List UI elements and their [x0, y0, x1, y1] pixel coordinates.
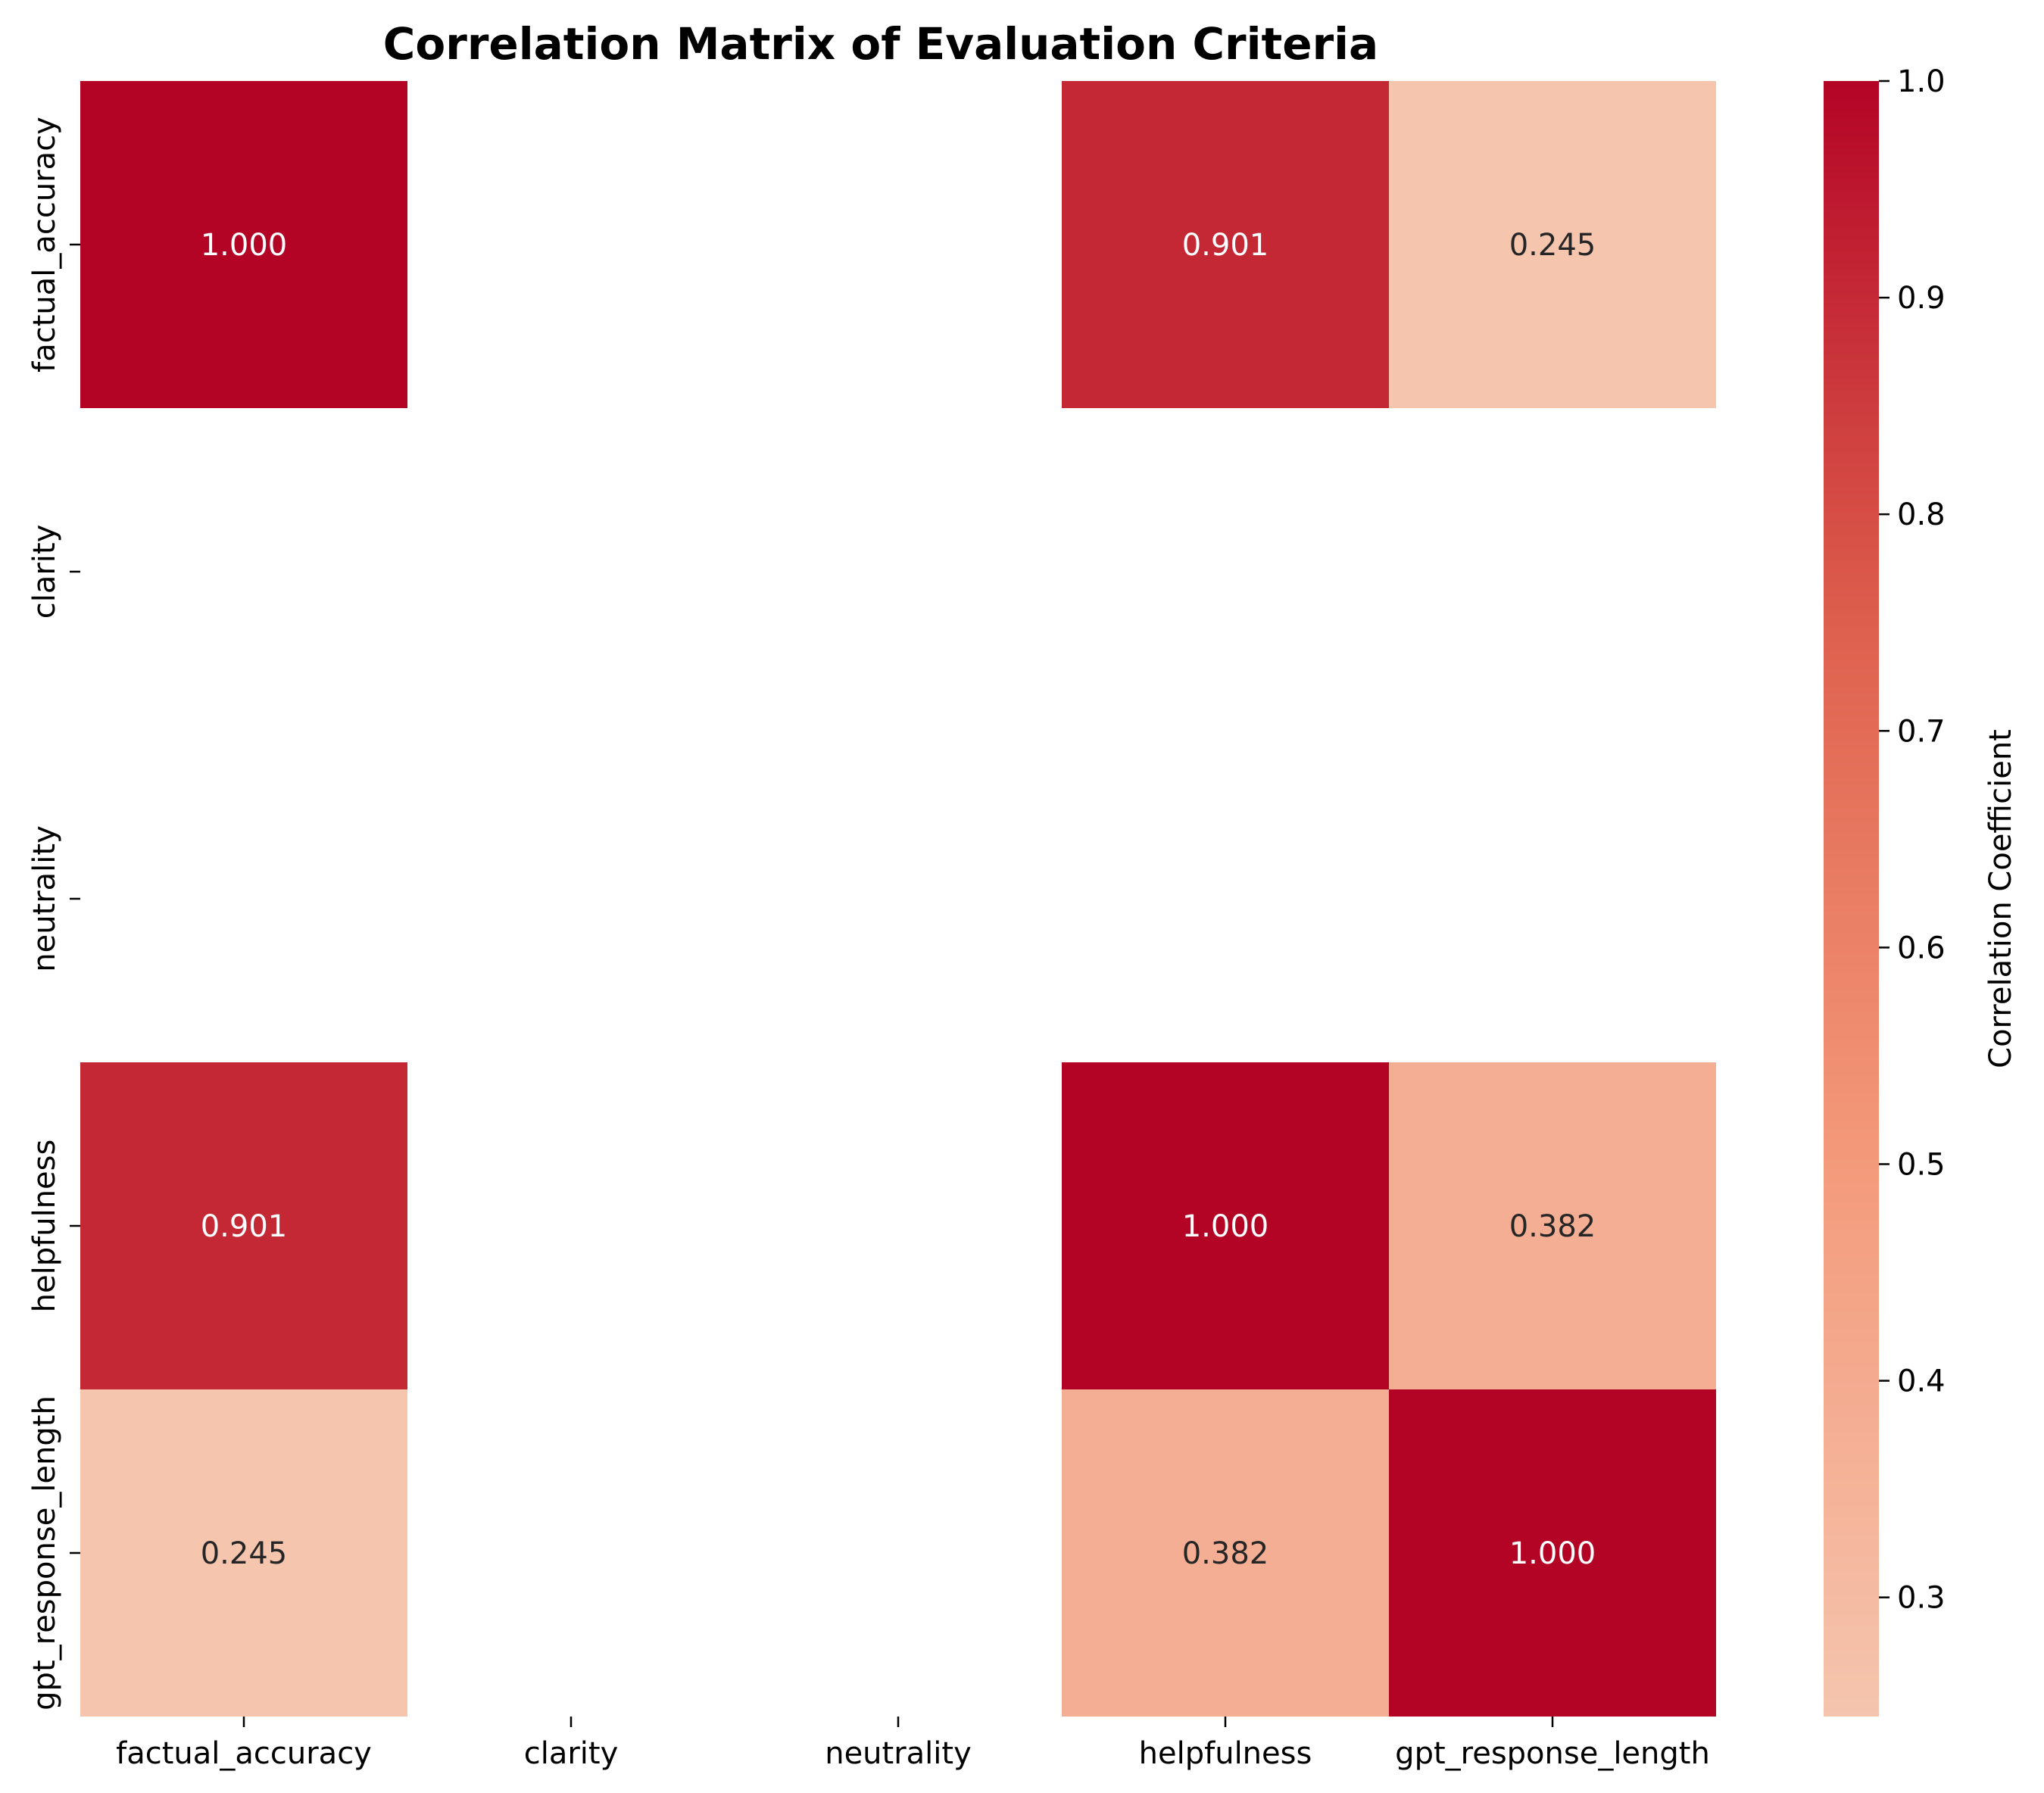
cell-value-label: 0.901 [1182, 228, 1269, 263]
cell-value-label: 0.382 [1509, 1209, 1596, 1244]
colorbar-tick-label: 0.7 [1897, 714, 1946, 749]
cell-value-label: 1.000 [1182, 1209, 1269, 1244]
heatmap-cells [80, 81, 1716, 1717]
x-tick-label: neutrality [825, 1736, 972, 1771]
x-tick-label: clarity [524, 1736, 619, 1771]
y-tick-label: neutrality [27, 825, 62, 972]
y-tick-label: helpfulness [27, 1140, 62, 1313]
heatmap-cell-gpt_response_length-helpfulness [1062, 1389, 1389, 1717]
y-tick-label: gpt_response_length [27, 1395, 62, 1710]
cell-value-label: 0.382 [1182, 1536, 1269, 1571]
colorbar-tick-label: 0.5 [1897, 1147, 1946, 1182]
cell-value-label: 1.000 [201, 228, 288, 263]
colorbar-label: Correlation Coefficient [1983, 729, 2018, 1068]
x-tick-label: gpt_response_length [1395, 1736, 1710, 1771]
colorbar-ticks: 0.3 0.4 0.5 0.6 0.7 0.8 0.9 1.0 [1879, 64, 1946, 1616]
colorbar-tick-label: 0.3 [1897, 1581, 1946, 1616]
colorbar-tick-label: 1.0 [1897, 64, 1946, 99]
colorbar-tick-label: 0.9 [1897, 281, 1946, 316]
colorbar-tick-label: 0.4 [1897, 1364, 1946, 1399]
cell-value-label: 0.245 [201, 1536, 288, 1571]
x-axis: factual_accuracy clarity neutrality helpful… [116, 1717, 1710, 1771]
colorbar-tick-label: 0.8 [1897, 497, 1946, 532]
heatmap-cell-labels: 1.000 0.901 0.245 0.901 1.000 0.382 0.245 0.382… [201, 228, 1596, 1571]
cell-value-label: 0.245 [1509, 228, 1596, 263]
heatmap-cell-gpt_response_length-factual_accuracy [80, 1389, 407, 1717]
colorbar-tick-label: 0.6 [1897, 931, 1946, 965]
colorbar: 0.3 0.4 0.5 0.6 0.7 0.8 0.9 1.0 Correlation Coe… [1824, 64, 2018, 1717]
heatmap-cell-helpfulness-helpfulness [1062, 1062, 1389, 1389]
heatmap-cell-helpfulness-gpt_response_length [1389, 1062, 1716, 1389]
x-tick-label: helpfulness [1139, 1736, 1312, 1771]
heatmap-cell-factual_accuracy-helpfulness [1062, 81, 1389, 408]
heatmap-cell-factual_accuracy-factual_accuracy [80, 81, 407, 408]
colorbar-gradient [1824, 81, 1879, 1717]
cell-value-label: 1.000 [1509, 1536, 1596, 1571]
x-tick-label: factual_accuracy [116, 1736, 372, 1771]
cell-value-label: 0.901 [201, 1209, 288, 1244]
y-tick-label: clarity [27, 525, 62, 619]
heatmap-cell-gpt_response_length-gpt_response_length [1389, 1389, 1716, 1717]
y-tick-label: factual_accuracy [27, 117, 62, 373]
heatmap-cell-factual_accuracy-gpt_response_length [1389, 81, 1716, 408]
chart-title: Correlation Matrix of Evaluation Criteri… [383, 18, 1378, 70]
heatmap-cell-helpfulness-factual_accuracy [80, 1062, 407, 1389]
